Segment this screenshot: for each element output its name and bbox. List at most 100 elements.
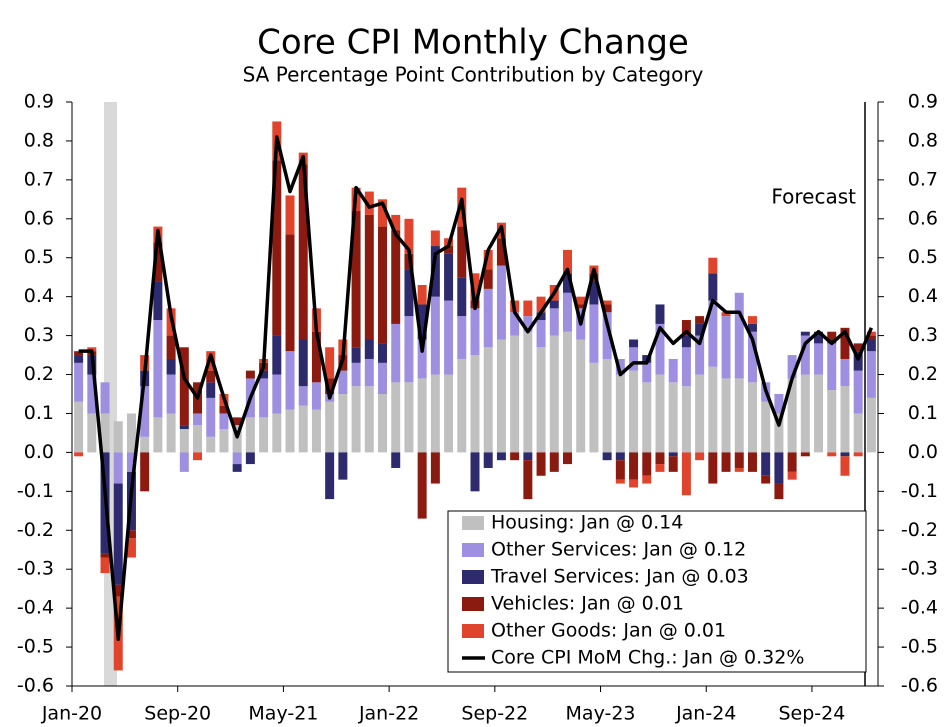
x-tick-label: Sep-24: [779, 703, 846, 725]
line-series: [78, 135, 874, 642]
bar-segment: [245, 417, 255, 453]
bar-segment: [695, 323, 705, 336]
y-tick-label: -0.1: [17, 480, 54, 502]
y2-tick-label: -0.4: [901, 597, 938, 619]
bar-segment: [378, 394, 388, 453]
bar-segment: [444, 246, 454, 254]
bar-segment: [179, 429, 189, 453]
bar-segment: [325, 401, 335, 453]
bar-segment: [747, 316, 757, 324]
bar-segment: [747, 331, 757, 383]
bar-segment: [642, 452, 652, 476]
bar-segment: [87, 347, 97, 352]
bar-segment: [74, 362, 84, 402]
bar-segment: [761, 401, 771, 453]
legend-swatch: [462, 516, 484, 530]
bar-segment: [351, 362, 361, 387]
bar-segment: [681, 335, 691, 348]
bar-segment: [496, 238, 506, 266]
bar-segment: [140, 386, 150, 437]
bar-segment: [140, 436, 150, 453]
bar-segment: [734, 292, 744, 379]
bar-segment: [100, 382, 110, 414]
y-tick-label: -0.3: [17, 558, 54, 580]
bar-segment: [747, 323, 757, 332]
bar-segment: [245, 452, 255, 465]
bar-segment: [536, 347, 546, 453]
bar-segment: [87, 413, 97, 453]
bar-segment: [206, 436, 216, 453]
y2-tick-label: 0.5: [908, 246, 938, 268]
bar-segment: [510, 452, 520, 461]
bar-segment: [378, 343, 388, 363]
bar-segment: [430, 374, 440, 453]
bar-segment: [761, 452, 771, 476]
y-tick-label: -0.2: [17, 519, 54, 541]
bar-segment: [153, 242, 163, 282]
bar-segment: [87, 374, 97, 414]
bar-segment: [655, 323, 665, 375]
legend-swatch: [462, 570, 484, 584]
y-tick-label: 0.2: [24, 363, 54, 385]
y2-tick-label: -0.1: [901, 480, 938, 502]
bar-segment: [179, 347, 189, 426]
bar-segment: [483, 249, 493, 270]
bar-segment: [496, 452, 506, 461]
bar-segment: [708, 300, 718, 367]
bar-segment: [285, 351, 295, 410]
bar-segment: [364, 358, 374, 387]
bar-segment: [166, 335, 176, 359]
bar-segment: [457, 277, 467, 317]
bar-segment: [708, 257, 718, 274]
bar-segment: [483, 347, 493, 453]
bar-segment: [193, 413, 203, 426]
bar-segment: [496, 339, 506, 453]
bar-segment: [298, 339, 308, 387]
bar-segment: [721, 312, 731, 317]
bar-segment: [655, 374, 665, 453]
bar-segment: [774, 413, 784, 453]
bar-segment: [523, 460, 533, 500]
bar-segment: [417, 304, 427, 340]
bar-segment: [166, 374, 176, 414]
bar-segment: [179, 452, 189, 472]
bar-segment: [840, 386, 850, 453]
y-tick-label: -0.5: [17, 636, 54, 658]
bar-segment: [840, 452, 850, 457]
bar-segment: [576, 339, 586, 453]
bar-segment: [840, 327, 850, 359]
bar-segment: [853, 351, 863, 371]
bar-segment: [74, 355, 84, 363]
bar-segment: [853, 413, 863, 453]
y-tick-label: 0.4: [24, 285, 54, 307]
legend-swatch: [462, 543, 484, 557]
y2-tick-label: 0.6: [908, 207, 938, 229]
bar-segment: [655, 304, 665, 324]
bar-segment: [642, 362, 652, 383]
bar-segment: [721, 452, 731, 472]
bar-segment: [391, 230, 401, 324]
bar-segment: [219, 429, 229, 453]
bar-segment: [338, 370, 348, 394]
bar-segment: [351, 211, 361, 348]
bar-segment: [285, 409, 295, 453]
bar-segment: [153, 281, 163, 321]
bar-segment: [589, 273, 599, 282]
bar-segment: [430, 246, 440, 297]
bar-segment: [549, 335, 559, 453]
bar-segment: [483, 452, 493, 468]
bar-segment: [800, 374, 810, 453]
legend: [447, 510, 867, 673]
bar-segment: [655, 464, 665, 472]
y-tick-label: 0.7: [24, 168, 54, 190]
bar-segment: [629, 479, 639, 488]
bar-segment: [536, 312, 546, 321]
x-tick-label: Jan-20: [41, 703, 102, 725]
bar-segment: [298, 386, 308, 406]
bar-segment: [629, 347, 639, 371]
bar-segment: [602, 300, 612, 305]
bar-segment: [866, 335, 876, 340]
bar-segment: [391, 382, 401, 453]
x-tick-label: Sep-20: [144, 703, 211, 725]
